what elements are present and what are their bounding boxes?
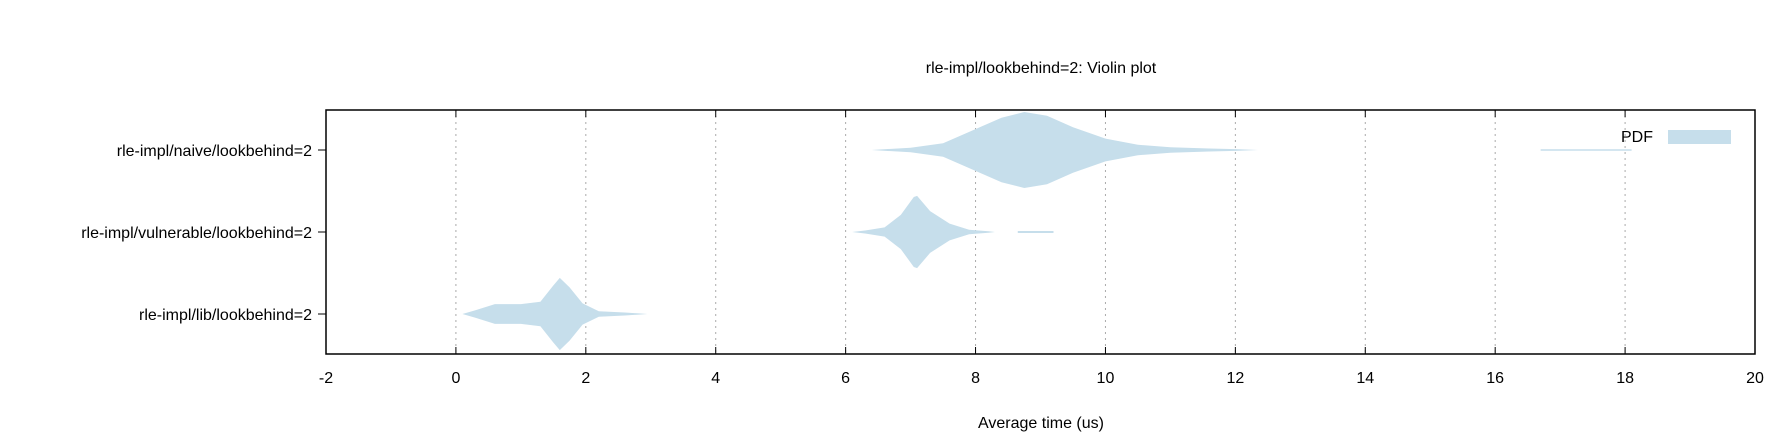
violin-shape	[462, 277, 648, 351]
x-tick-label: 20	[1746, 370, 1764, 387]
violin-shape	[871, 112, 1259, 188]
x-tick-label: 16	[1486, 370, 1504, 387]
y-tick-label: rle-impl/naive/lookbehind=2	[117, 143, 312, 160]
x-tick-label: 10	[1097, 370, 1115, 387]
y-tick-label: rle-impl/vulnerable/lookbehind=2	[81, 225, 312, 242]
x-tick-label: 2	[581, 370, 590, 387]
chart-title: rle-impl/lookbehind=2: Violin plot	[926, 60, 1157, 77]
x-tick-label: 18	[1616, 370, 1634, 387]
x-tick-label: 12	[1226, 370, 1244, 387]
violin-shape	[852, 195, 995, 269]
legend-label: PDF	[1621, 129, 1653, 146]
x-tick-label: 8	[971, 370, 980, 387]
x-tick-label: 4	[711, 370, 720, 387]
x-tick-label: -2	[319, 370, 333, 387]
x-tick-label: 14	[1356, 370, 1374, 387]
y-tick-label: rle-impl/lib/lookbehind=2	[139, 307, 312, 324]
axes: -2 0 2 4 6 8 10 12 14 16 18 20 rle-impl/naive/lookbe…	[81, 110, 1764, 387]
x-axis-label: Average time (us)	[978, 415, 1104, 432]
legend-swatch	[1668, 130, 1731, 144]
violins	[462, 112, 1632, 351]
x-tick-label: 0	[451, 370, 460, 387]
x-tick-label: 6	[841, 370, 850, 387]
legend: PDF	[1621, 129, 1731, 146]
